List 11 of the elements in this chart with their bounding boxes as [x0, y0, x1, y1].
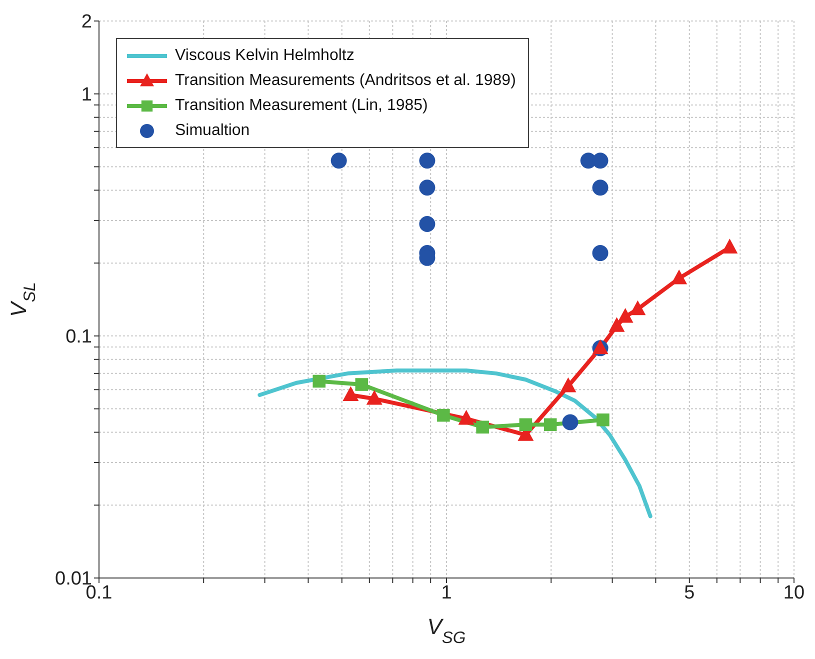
- x-tick-label: 10: [783, 582, 805, 604]
- legend-label: Viscous Kelvin Helmholtz: [175, 46, 354, 64]
- x-tick-label: 5: [684, 582, 695, 604]
- x-axis-title: V$_{SG}$: [427, 614, 466, 647]
- y-tick-label: 1: [81, 84, 92, 106]
- y-tick-label: 2: [81, 12, 92, 33]
- legend-label: Transition Measurement (Lin, 1985): [175, 96, 428, 114]
- y-tick-label: 0.1: [66, 326, 92, 348]
- legend-label: Simualtion: [175, 122, 250, 140]
- legend-label: Transition Measurements (Andritsos et al. 1989): [175, 72, 516, 90]
- x-tick-label: 1: [441, 582, 452, 604]
